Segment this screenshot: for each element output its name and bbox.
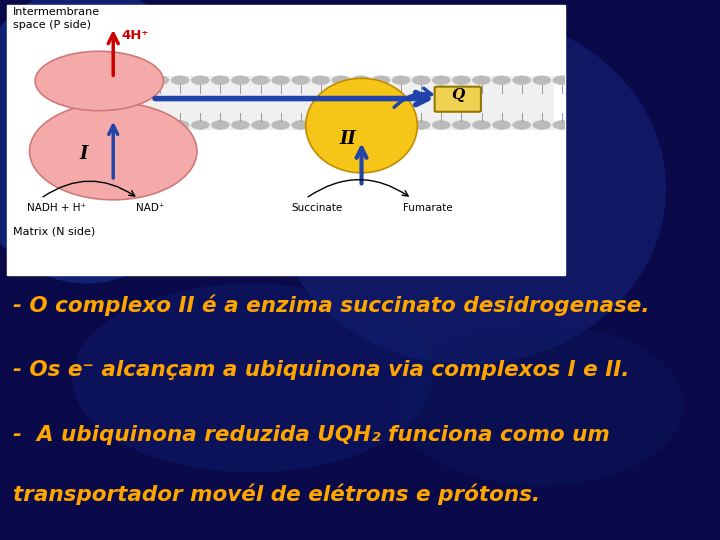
Text: II: II (339, 131, 356, 149)
Ellipse shape (35, 51, 163, 111)
FancyBboxPatch shape (435, 86, 481, 112)
Circle shape (71, 76, 89, 84)
Circle shape (513, 76, 531, 84)
Circle shape (533, 120, 551, 129)
Circle shape (232, 120, 249, 129)
Circle shape (553, 120, 571, 129)
Circle shape (332, 120, 350, 129)
Circle shape (352, 120, 370, 129)
Text: NADH + H⁺: NADH + H⁺ (27, 202, 86, 213)
Circle shape (413, 120, 430, 129)
Circle shape (312, 120, 330, 129)
Circle shape (212, 76, 229, 84)
Circle shape (251, 120, 269, 129)
Circle shape (292, 76, 310, 84)
Circle shape (472, 120, 490, 129)
Circle shape (131, 76, 149, 84)
Circle shape (452, 120, 470, 129)
Circle shape (271, 120, 289, 129)
Ellipse shape (72, 284, 432, 472)
Circle shape (212, 120, 229, 129)
Text: Intermembrane: Intermembrane (13, 7, 100, 17)
Circle shape (513, 120, 531, 129)
Circle shape (472, 76, 490, 84)
Circle shape (71, 120, 89, 129)
Ellipse shape (306, 78, 418, 173)
Ellipse shape (30, 103, 197, 200)
Text: NAD⁺: NAD⁺ (135, 202, 164, 213)
Circle shape (91, 120, 109, 129)
Circle shape (413, 76, 430, 84)
Circle shape (151, 120, 169, 129)
Circle shape (433, 120, 450, 129)
Text: - O complexo II é a enzima succinato desidrogenase.: - O complexo II é a enzima succinato des… (13, 294, 649, 316)
Circle shape (533, 76, 551, 84)
Circle shape (171, 76, 189, 84)
Circle shape (312, 76, 330, 84)
Bar (7, 5, 565, 275)
Text: 4H⁺: 4H⁺ (122, 29, 149, 42)
Text: - Os e⁻ alcançam a ubiquinona via complexos I e II.: - Os e⁻ alcançam a ubiquinona via comple… (13, 360, 629, 380)
Text: space (P side): space (P side) (13, 21, 91, 30)
Circle shape (111, 76, 129, 84)
Circle shape (492, 120, 510, 129)
Circle shape (251, 76, 269, 84)
Circle shape (492, 76, 510, 84)
Ellipse shape (396, 324, 684, 486)
Circle shape (332, 76, 350, 84)
Bar (71, 76, 554, 130)
Circle shape (553, 76, 571, 84)
Text: Fumarate: Fumarate (403, 202, 453, 213)
Circle shape (151, 76, 169, 84)
Text: Matrix (N side): Matrix (N side) (13, 227, 95, 237)
Circle shape (171, 120, 189, 129)
Circle shape (271, 76, 289, 84)
Circle shape (192, 120, 210, 129)
Circle shape (232, 76, 249, 84)
Circle shape (452, 76, 470, 84)
Text: transportador movél de elétrons e prótons.: transportador movél de elétrons e próton… (13, 483, 540, 505)
Text: I: I (80, 145, 88, 163)
Circle shape (392, 76, 410, 84)
Ellipse shape (270, 14, 666, 364)
Circle shape (131, 120, 149, 129)
Circle shape (91, 76, 109, 84)
Text: Q: Q (451, 89, 464, 103)
Text: Succinate: Succinate (292, 202, 343, 213)
Circle shape (372, 120, 390, 129)
Circle shape (111, 120, 129, 129)
Ellipse shape (0, 0, 212, 284)
Circle shape (392, 120, 410, 129)
Circle shape (292, 120, 310, 129)
Circle shape (352, 76, 370, 84)
Text: -  A ubiquinona reduzida UQH₂ funciona como um: - A ubiquinona reduzida UQH₂ funciona co… (13, 424, 610, 445)
Circle shape (192, 76, 210, 84)
Circle shape (372, 76, 390, 84)
Circle shape (433, 76, 450, 84)
